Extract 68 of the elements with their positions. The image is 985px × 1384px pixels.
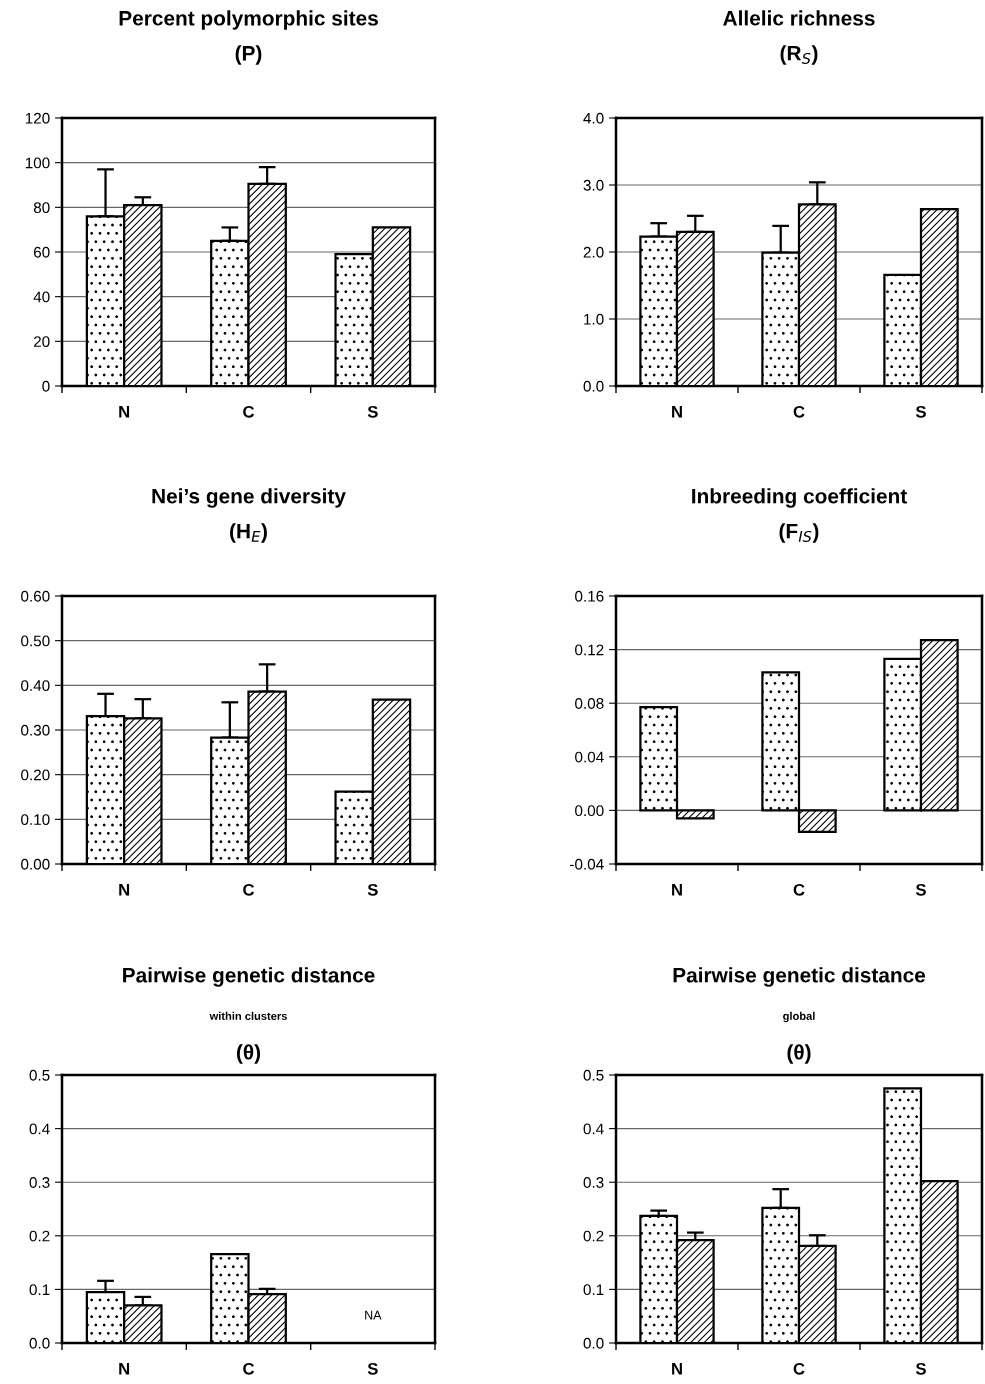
y-tick-label: 4.0 — [583, 112, 604, 124]
text: within clusters (θ) — [209, 1011, 287, 1064]
y-tick-label: 0.1 — [583, 1284, 604, 1296]
x-tick-label: S — [367, 1362, 378, 1375]
x-tick-label: S — [915, 883, 926, 896]
chart-title: Inbreeding coefficient — [692, 488, 907, 508]
chart-subtitle: (F$_{IS}$) — [779, 523, 819, 543]
y-tick-label: 0.3 — [583, 1177, 604, 1188]
y-tick-label: 0.2 — [29, 1230, 50, 1242]
y-tick-label: 0.4 — [583, 1123, 604, 1135]
x-tick-label: N — [672, 1363, 682, 1375]
chart-subtitle: (P) — [235, 45, 262, 65]
chart-title: Nei’s gene diversity — [152, 488, 346, 508]
y-tick-label: 0.5 — [583, 1069, 604, 1081]
chart-title: Pairwise genetic distance — [123, 967, 375, 987]
y-tick-label: 2.0 — [583, 246, 604, 258]
y-tick-label: 0.60 — [21, 590, 50, 602]
y-tick-label: 0.12 — [575, 644, 604, 656]
y-tick-label: 0.04 — [575, 751, 604, 763]
x-tick-label: S — [367, 405, 378, 418]
y-tick-label: 0.0 — [583, 1337, 604, 1349]
x-tick-label: C — [793, 1362, 805, 1375]
x-tick-label: N — [672, 884, 682, 896]
y-tick-label: 0.40 — [21, 680, 50, 692]
x-tick-label: S — [915, 405, 926, 418]
x-tick-label: N — [119, 1363, 130, 1375]
y-tick-label: 0.16 — [575, 590, 604, 602]
y-tick-label: 0.0 — [29, 1337, 50, 1349]
y-tick-label: 0.3 — [29, 1177, 50, 1188]
x-tick-label: N — [119, 884, 130, 896]
x-tick-label: N — [672, 406, 682, 418]
y-tick-label: 20 — [33, 336, 50, 348]
y-tick-label: 0.0 — [583, 380, 604, 392]
y-tick-label: 0.2 — [583, 1230, 604, 1242]
y-tick-label: -0.04 — [570, 858, 604, 870]
chart-title: Allelic richness — [723, 10, 875, 26]
chart-title: Pairwise genetic distance — [673, 967, 926, 987]
x-tick-label: C — [793, 883, 805, 896]
y-tick-label: 0.10 — [21, 814, 50, 826]
y-tick-label: 0.5 — [29, 1069, 50, 1081]
x-tick-label: C — [243, 405, 255, 418]
y-tick-label: 0.00 — [21, 858, 50, 870]
chart-subtitle: (R$_{S}$) — [780, 45, 818, 65]
x-tick-label: C — [243, 1362, 255, 1375]
x-tick-label: S — [915, 1362, 926, 1375]
y-tick-label: 40 — [33, 291, 50, 303]
x-tick-label: C — [793, 405, 805, 418]
x-tick-label: N — [119, 406, 130, 418]
y-tick-label: 1.0 — [584, 313, 604, 325]
y-tick-label: 80 — [33, 202, 50, 214]
x-tick-label: S — [367, 883, 378, 896]
y-tick-label: 0.50 — [21, 635, 50, 647]
chart-title: Percent polymorphic sites — [119, 10, 378, 30]
y-tick-label: 120 — [25, 112, 50, 124]
y-tick-label: 100 — [25, 157, 50, 169]
y-tick-label: 60 — [33, 246, 50, 258]
y-tick-label: 0.30 — [21, 724, 50, 736]
y-tick-label: 3.0 — [583, 179, 604, 191]
y-tick-label: 0 — [42, 380, 50, 392]
y-tick-label: 0.1 — [29, 1284, 50, 1296]
y-tick-label: 0.00 — [575, 805, 604, 817]
annotation: NA — [365, 1310, 382, 1320]
chart-subtitle: (H$_{E}$) — [230, 523, 267, 543]
x-tick-label: C — [243, 883, 255, 896]
y-tick-label: 0.4 — [29, 1123, 50, 1135]
y-tick-label: 0.08 — [575, 698, 604, 709]
text: global (θ) — [783, 1011, 815, 1064]
y-tick-label: 0.20 — [21, 769, 50, 781]
